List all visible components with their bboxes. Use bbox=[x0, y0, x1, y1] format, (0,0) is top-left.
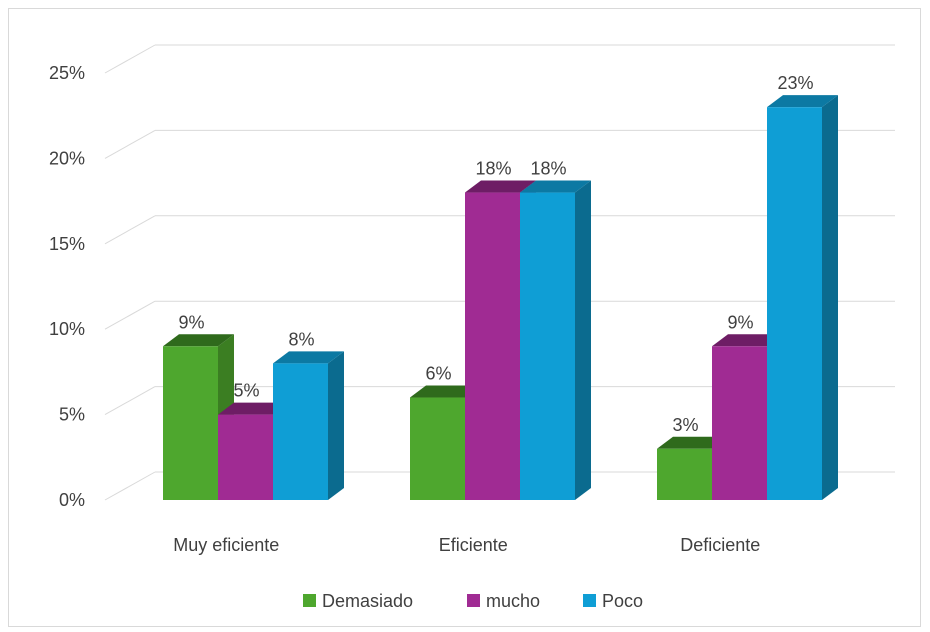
legend-label: Demasiado bbox=[322, 591, 413, 611]
bar-top bbox=[465, 180, 536, 193]
bar-poco bbox=[767, 107, 822, 500]
bar-top bbox=[410, 385, 481, 398]
y-tick-label: 20% bbox=[49, 148, 85, 168]
category-label: Eficiente bbox=[439, 535, 508, 555]
y-tick-label: 10% bbox=[49, 319, 85, 339]
legend-swatch-demasiado bbox=[303, 594, 316, 607]
data-label: 18% bbox=[475, 159, 511, 179]
bar-demasiado bbox=[163, 346, 218, 500]
bar-mucho bbox=[218, 414, 273, 500]
bar-mucho bbox=[712, 346, 767, 500]
y-tick-label: 0% bbox=[59, 490, 85, 510]
bar-side bbox=[822, 95, 838, 500]
data-label: 3% bbox=[672, 415, 698, 435]
gridline-depth bbox=[104, 471, 156, 501]
y-tick-label: 15% bbox=[49, 234, 85, 254]
y-tick-label: 5% bbox=[59, 405, 85, 425]
bar-demasiado bbox=[410, 397, 465, 500]
bar-top bbox=[767, 95, 838, 108]
bar-top bbox=[657, 436, 728, 449]
bar-poco bbox=[520, 192, 575, 500]
bar-top bbox=[218, 402, 289, 415]
gridline-depth bbox=[104, 215, 156, 245]
bar-top bbox=[520, 180, 591, 193]
bar-top bbox=[273, 351, 344, 364]
data-label: 23% bbox=[777, 73, 813, 93]
bar-demasiado bbox=[657, 448, 712, 500]
gridline-depth bbox=[104, 386, 156, 416]
category-label: Deficiente bbox=[680, 535, 760, 555]
bar-mucho bbox=[465, 192, 520, 500]
bar-top bbox=[712, 334, 783, 347]
bar-poco bbox=[273, 363, 328, 500]
gridline-depth bbox=[104, 129, 156, 159]
gridline-depth bbox=[104, 300, 156, 330]
data-label: 9% bbox=[727, 312, 753, 332]
legend-swatch-poco bbox=[583, 594, 596, 607]
data-label: 9% bbox=[178, 312, 204, 332]
bar-side bbox=[575, 180, 591, 500]
gridline-depth bbox=[104, 44, 156, 74]
bar-top bbox=[163, 334, 234, 347]
y-tick-label: 25% bbox=[49, 63, 85, 83]
legend-label: mucho bbox=[486, 591, 540, 611]
data-label: 6% bbox=[425, 364, 451, 384]
data-label: 5% bbox=[233, 381, 259, 401]
data-label: 8% bbox=[288, 329, 314, 349]
category-label: Muy eficiente bbox=[173, 535, 279, 555]
legend-swatch-mucho bbox=[467, 594, 480, 607]
data-label: 18% bbox=[530, 159, 566, 179]
legend-label: Poco bbox=[602, 591, 643, 611]
bar-side bbox=[328, 351, 344, 500]
